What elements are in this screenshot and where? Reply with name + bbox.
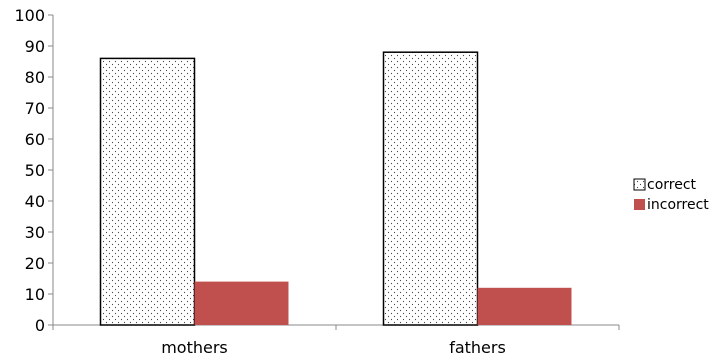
y-tick-label: 20 (25, 254, 45, 273)
y-tick-label: 80 (25, 68, 45, 87)
legend-label-correct: correct (647, 177, 697, 193)
y-tick-label: 90 (25, 37, 45, 56)
y-tick-label: 70 (25, 99, 45, 118)
bars (99, 51, 572, 326)
y-tick-label: 50 (25, 161, 45, 180)
y-tick-label: 30 (25, 223, 45, 242)
y-tick-label: 60 (25, 130, 45, 149)
y-tick-label: 10 (25, 285, 45, 304)
legend-label-incorrect: incorrect (647, 197, 709, 213)
axis-labels: 0 10 20 30 40 50 60 70 80 90 100 mothers fathers (14, 6, 505, 357)
bar-incorrect-fathers (477, 287, 572, 325)
x-category-label: fathers (449, 338, 506, 357)
bar-correct-mothers (99, 57, 196, 326)
y-tick-label: 100 (14, 6, 45, 25)
x-category-label: mothers (161, 338, 228, 357)
y-tick-label: 40 (25, 192, 45, 211)
y-tick-label: 0 (35, 316, 45, 335)
bar-incorrect-mothers (194, 281, 289, 325)
legend-swatch-correct (633, 178, 646, 191)
bar-correct-fathers (382, 51, 479, 326)
legend-swatch-incorrect (634, 199, 645, 210)
legend: correct incorrect (633, 177, 709, 213)
